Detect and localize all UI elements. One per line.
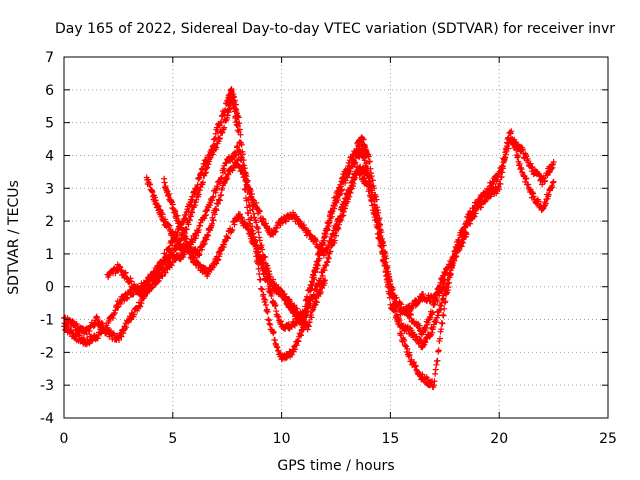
y-tick-label: 7 bbox=[45, 50, 54, 66]
y-tick-label: 3 bbox=[45, 181, 54, 197]
y-tick-label: -1 bbox=[40, 313, 54, 329]
x-tick-label: 10 bbox=[273, 431, 291, 447]
y-tick-label: -2 bbox=[40, 345, 54, 361]
y-tick-label: 0 bbox=[45, 280, 54, 296]
y-tick-label: 4 bbox=[45, 148, 54, 164]
y-tick-label: 6 bbox=[45, 83, 54, 99]
plot-frame bbox=[63, 56, 609, 419]
x-axis-ticks: 0 5 10 15 20 25 bbox=[60, 57, 617, 447]
data-point-markers bbox=[161, 175, 329, 333]
y-tick-label: 2 bbox=[45, 214, 54, 230]
x-tick-label: 15 bbox=[381, 431, 399, 447]
y-axis-ticks: -4 -3 -2 -1 0 1 2 3 4 5 6 7 bbox=[40, 50, 608, 427]
x-axis-label: GPS time / hours bbox=[277, 458, 394, 474]
data-points bbox=[61, 86, 557, 391]
data-point-markers bbox=[61, 86, 557, 391]
y-tick-label: 1 bbox=[45, 247, 54, 263]
series-track-5 bbox=[161, 175, 329, 333]
y-tick-label: -4 bbox=[40, 411, 54, 427]
series-track-4 bbox=[143, 157, 448, 338]
x-tick-label: 5 bbox=[168, 431, 177, 447]
y-axis-label: SDTVAR / TECUs bbox=[6, 180, 22, 295]
y-tick-label: 5 bbox=[45, 116, 54, 132]
x-tick-label: 0 bbox=[60, 431, 69, 447]
series-track-1 bbox=[61, 86, 557, 391]
data-point-markers bbox=[143, 157, 448, 338]
x-tick-label: 25 bbox=[599, 431, 617, 447]
x-tick-label: 20 bbox=[490, 431, 508, 447]
chart-title: Day 165 of 2022, Sidereal Day-to-day VTE… bbox=[55, 21, 615, 37]
y-tick-label: -3 bbox=[40, 378, 54, 394]
